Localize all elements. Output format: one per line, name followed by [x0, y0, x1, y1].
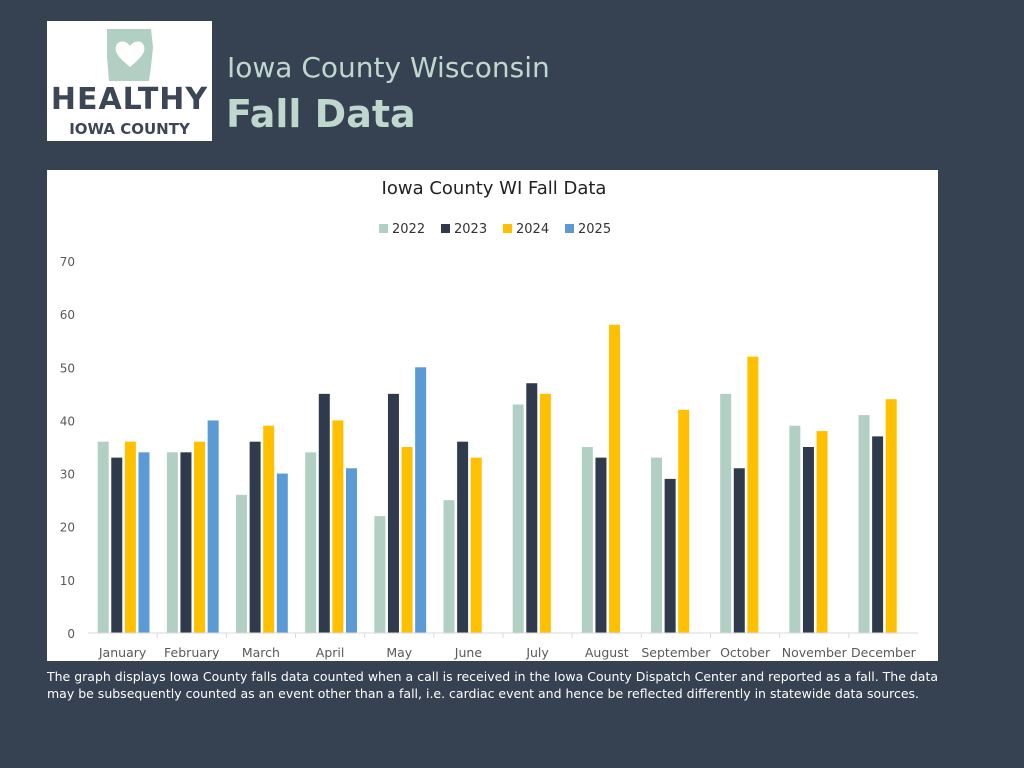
x-tick-label-november: November — [782, 645, 848, 660]
bar-november-2022 — [789, 425, 801, 633]
y-tick-label: 10 — [60, 574, 75, 588]
x-tick-label-august: August — [585, 645, 629, 660]
bar-march-2024 — [263, 425, 275, 633]
logo-word-healthy: HEALTHY — [50, 82, 209, 117]
bar-september-2022 — [651, 457, 663, 633]
bar-july-2022 — [512, 404, 524, 633]
bar-february-2022 — [166, 452, 178, 633]
chart-legend: 2022 2023 2024 2025 — [379, 222, 611, 237]
bar-april-2025 — [345, 468, 357, 633]
x-tick-label-january: January — [98, 645, 147, 660]
fall-data-chart: Iowa County WI Fall Data 2022 2023 2024 202… — [47, 170, 938, 661]
legend-swatch-2024 — [503, 224, 512, 233]
bar-march-2022 — [236, 494, 248, 633]
y-axis: 0 10 20 30 40 50 60 70 — [60, 255, 75, 641]
bar-august-2023 — [595, 457, 607, 633]
bar-january-2024 — [124, 441, 136, 633]
bar-september-2023 — [664, 478, 676, 633]
legend-swatch-2023 — [441, 224, 450, 233]
bar-january-2025 — [138, 452, 150, 633]
logo-word-iowa-county: IOWA COUNTY — [69, 120, 190, 138]
y-tick-label: 70 — [60, 255, 75, 269]
x-tick-label-march: March — [242, 645, 280, 660]
legend-label-2025: 2025 — [578, 222, 611, 237]
page-subtitle: Iowa County Wisconsin — [227, 51, 550, 84]
bar-april-2022 — [305, 452, 317, 633]
legend-label-2024: 2024 — [516, 222, 549, 237]
legend-swatch-2025 — [565, 224, 574, 233]
x-tick-label-september: September — [641, 645, 711, 660]
y-tick-label: 50 — [60, 361, 75, 375]
bar-june-2023 — [457, 441, 469, 633]
bar-june-2024 — [470, 457, 482, 633]
x-tick-label-may: May — [386, 645, 412, 660]
bar-september-2024 — [678, 409, 690, 633]
bar-december-2024 — [885, 399, 897, 633]
bar-november-2023 — [802, 447, 814, 633]
bar-november-2024 — [816, 431, 828, 633]
bar-january-2023 — [111, 457, 123, 633]
county-heart-icon — [107, 29, 153, 81]
bar-february-2025 — [207, 420, 219, 633]
bar-december-2022 — [858, 415, 870, 633]
bar-june-2022 — [443, 500, 455, 633]
bar-october-2023 — [733, 468, 745, 633]
bar-april-2024 — [332, 420, 344, 633]
y-tick-label: 30 — [60, 468, 75, 482]
x-tick-label-july: July — [525, 645, 549, 660]
bar-january-2022 — [97, 441, 109, 633]
bar-october-2024 — [747, 356, 759, 633]
x-tick-label-october: October — [720, 645, 771, 660]
bar-february-2023 — [180, 452, 192, 633]
healthy-iowa-county-logo: HEALTHY IOWA COUNTY — [47, 21, 212, 141]
x-tick-label-december: December — [851, 645, 917, 660]
page-title: Fall Data — [226, 92, 416, 136]
legend-swatch-2022 — [379, 224, 388, 233]
bar-may-2022 — [374, 516, 386, 633]
bar-february-2024 — [194, 441, 206, 633]
bar-may-2025 — [415, 367, 427, 633]
bar-december-2023 — [872, 436, 884, 633]
bar-may-2023 — [387, 393, 399, 633]
bar-march-2023 — [249, 441, 261, 633]
bar-group — [97, 324, 897, 633]
chart-title: Iowa County WI Fall Data — [382, 178, 607, 199]
x-tick-label-february: February — [164, 645, 220, 660]
x-axis: January February March April May June July Augu… — [98, 633, 917, 660]
y-tick-label: 40 — [60, 414, 75, 428]
y-tick-label: 0 — [67, 627, 75, 641]
x-tick-label-june: June — [454, 645, 483, 660]
x-tick-label-april: April — [316, 645, 345, 660]
bar-march-2025 — [276, 473, 288, 633]
bar-may-2024 — [401, 447, 413, 633]
chart-svg: Iowa County WI Fall Data 2022 2023 2024 202… — [60, 178, 918, 660]
y-tick-label: 60 — [60, 308, 75, 322]
bar-october-2022 — [720, 393, 732, 633]
bar-august-2022 — [581, 447, 593, 633]
legend-label-2022: 2022 — [392, 222, 425, 237]
bar-july-2024 — [539, 393, 551, 633]
chart-caption: The graph displays Iowa County falls dat… — [47, 669, 939, 701]
legend-label-2023: 2023 — [454, 222, 487, 237]
bar-july-2023 — [526, 383, 538, 633]
bar-april-2023 — [318, 393, 330, 633]
y-tick-label: 20 — [60, 521, 75, 535]
bar-august-2024 — [609, 324, 621, 633]
